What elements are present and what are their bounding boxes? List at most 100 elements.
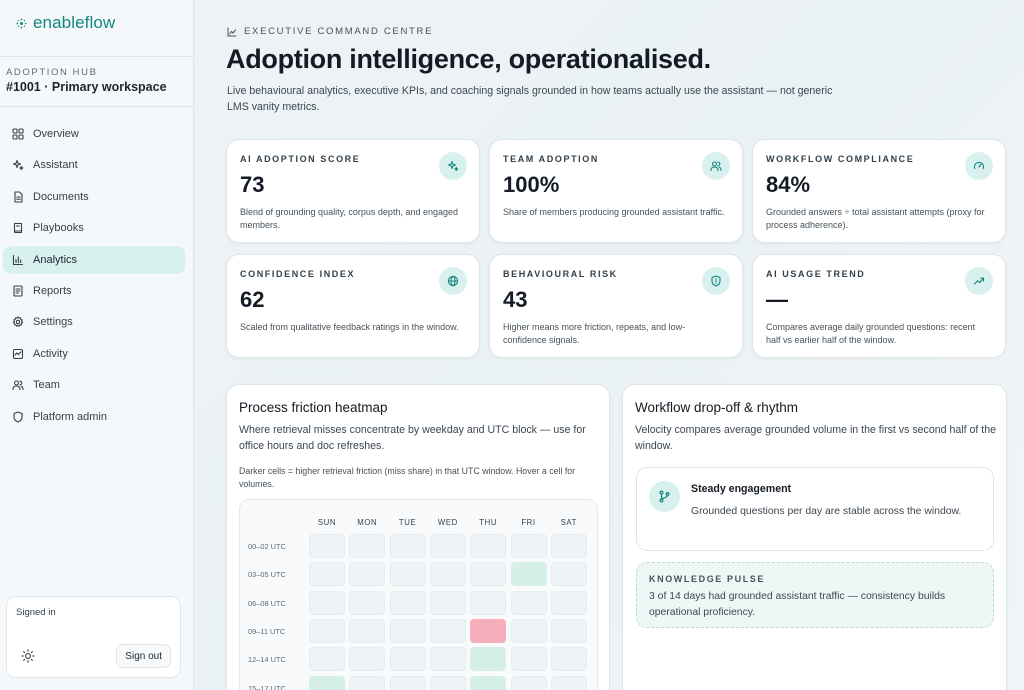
heatmap-cell[interactable] — [510, 675, 547, 690]
heatmap-cell[interactable] — [510, 590, 547, 615]
friction-heatmap-panel: Process friction heatmap Where retrieval… — [226, 384, 610, 690]
heatmap-cell[interactable] — [429, 562, 466, 587]
kpi-description: Grounded answers ÷ total assistant attem… — [766, 207, 985, 230]
heatmap-cell[interactable] — [389, 590, 426, 615]
sign-out-button[interactable]: Sign out — [116, 644, 171, 668]
heatmap-cell[interactable] — [309, 534, 345, 558]
kpi-card-ai-usage-trend: AI USAGE TREND — Compares average daily gr… — [752, 254, 1006, 358]
sidebar-item-documents[interactable]: Documents — [3, 183, 185, 211]
panel-description: Velocity compares average grounded volum… — [635, 424, 996, 452]
heatmap-cell[interactable] — [470, 647, 507, 672]
kpi-card-confidence-index: CONFIDENCE INDEX 62 Scaled from qualitativ… — [226, 254, 480, 358]
heatmap-slot-label: 00–02 UTC — [248, 542, 286, 551]
sidebar-item-team[interactable]: Team — [3, 371, 185, 399]
kpi-card-workflow-compliance: WORKFLOW COMPLIANCE 84% Grounded answers ÷… — [752, 139, 1006, 243]
heatmap-cell[interactable] — [550, 534, 587, 558]
heatmap-cell[interactable] — [470, 675, 507, 690]
heatmap-cell[interactable] — [510, 562, 547, 587]
heatmap-cell[interactable] — [510, 647, 547, 672]
heatmap-day-label: THU — [479, 518, 498, 527]
shield-alert-icon — [702, 267, 730, 295]
heatmap-cell[interactable] — [389, 675, 426, 690]
kpi-card-behavioural-risk: BEHAVIOURAL RISK 43 Higher means more fric… — [489, 254, 743, 358]
sidebar-item-playbooks[interactable]: Playbooks — [3, 214, 185, 242]
book-icon — [12, 222, 24, 234]
workflow-dropoff-panel: Workflow drop-off & rhythm Velocity comp… — [622, 384, 1007, 690]
kpi-value: 62 — [240, 287, 265, 312]
users-icon — [12, 379, 24, 391]
shield-icon — [12, 410, 24, 423]
heatmap-cell[interactable] — [550, 647, 587, 672]
heatmap-cell[interactable] — [349, 590, 386, 615]
heatmap-cell[interactable] — [389, 534, 426, 558]
heatmap-cell[interactable] — [429, 618, 466, 643]
heatmap-cell[interactable] — [309, 618, 345, 643]
branch-icon — [649, 481, 680, 512]
heatmap-cell[interactable] — [550, 590, 587, 615]
sidebar-item-label: Settings — [33, 316, 73, 329]
kpi-label: TEAM ADOPTION — [503, 154, 599, 164]
sidebar-item-assistant[interactable]: Assistant — [3, 151, 185, 179]
sidebar-item-overview[interactable]: Overview — [3, 120, 185, 148]
heatmap-note: Darker cells = higher retrieval friction… — [239, 466, 576, 489]
sidebar-item-label: Documents — [33, 190, 89, 203]
sidebar-item-platform-admin[interactable]: Platform admin — [3, 403, 185, 431]
heatmap-cell[interactable] — [309, 590, 345, 615]
heatmap-day-label: WED — [437, 518, 458, 527]
workspace-name: #1001 · Primary workspace — [6, 80, 167, 94]
sidebar-item-label: Team — [33, 379, 60, 392]
heatmap-cell[interactable] — [349, 675, 386, 690]
heatmap-cell[interactable] — [309, 562, 345, 587]
heatmap-cell[interactable] — [470, 562, 507, 587]
kpi-value: 100% — [503, 172, 560, 197]
heatmap-cell[interactable] — [309, 647, 345, 672]
heatmap-cell[interactable] — [550, 618, 587, 643]
report-icon — [12, 285, 24, 297]
heatmap-cell[interactable] — [429, 675, 466, 690]
kpi-label: BEHAVIOURAL RISK — [503, 269, 618, 279]
sidebar-item-analytics[interactable]: Analytics — [3, 245, 185, 274]
heatmap-cell[interactable] — [470, 590, 507, 615]
heatmap-slot-label: 15–17 UTC — [248, 683, 286, 690]
heatmap-cell[interactable] — [389, 562, 426, 587]
panel-title: Workflow drop-off & rhythm — [635, 400, 799, 415]
heatmap-cell[interactable] — [309, 675, 345, 690]
insight-card: Steady engagement Grounded questions per… — [636, 467, 994, 551]
sidebar-item-settings[interactable]: Settings — [3, 308, 185, 336]
heatmap-cell[interactable] — [429, 590, 466, 615]
brand[interactable]: enableflow — [16, 13, 115, 33]
heatmap-cell[interactable] — [349, 618, 386, 643]
heatmap-slot-label: 09–11 UTC — [248, 626, 286, 636]
heatmap-cell[interactable] — [349, 534, 386, 558]
heatmap-cell[interactable] — [389, 618, 426, 643]
heatmap-cell[interactable] — [550, 562, 587, 587]
sidebar-item-activity[interactable]: Activity — [3, 340, 185, 368]
heatmap-cell[interactable] — [429, 647, 466, 672]
account-card: Signed in Sign out — [6, 596, 181, 678]
sparkles-icon — [12, 159, 24, 171]
heatmap-cell[interactable] — [429, 534, 466, 558]
heatmap-cell[interactable] — [349, 647, 386, 672]
pulse-text: 3 of 14 days had grounded assistant traf… — [649, 591, 946, 618]
eyebrow: EXECUTIVE COMMAND CENTRE — [227, 26, 433, 37]
sidebar-item-label: Platform admin — [33, 410, 107, 423]
heatmap-cell[interactable] — [550, 675, 587, 690]
sidebar-item-label: Overview — [33, 128, 79, 140]
heatmap-cell[interactable] — [349, 562, 386, 587]
sun-icon[interactable] — [21, 649, 35, 663]
heatmap-grid: SUN MON TUE WED THU FRI SAT 00–02 UTC 03–05 UTC 0… — [239, 499, 598, 690]
heatmap-slot-label: 12–14 UTC — [248, 655, 286, 665]
sidebar-item-reports[interactable]: Reports — [3, 277, 185, 305]
kpi-description: Scaled from qualitative feedback ratings… — [240, 322, 459, 332]
heatmap-cell[interactable] — [470, 534, 507, 558]
kpi-value: — — [766, 287, 788, 312]
heatmap-cell[interactable] — [510, 534, 547, 558]
trend-up-icon — [965, 267, 993, 295]
heatmap-cell[interactable] — [470, 618, 507, 643]
page-subtitle: Live behavioural analytics, executive KP… — [227, 85, 833, 113]
kpi-label: AI USAGE TREND — [766, 269, 866, 279]
hub-label: ADOPTION HUB — [6, 67, 98, 78]
heatmap-cell[interactable] — [510, 618, 547, 643]
heatmap-cell[interactable] — [389, 647, 426, 672]
panel-description: Where retrieval misses concentrate by we… — [239, 424, 586, 452]
